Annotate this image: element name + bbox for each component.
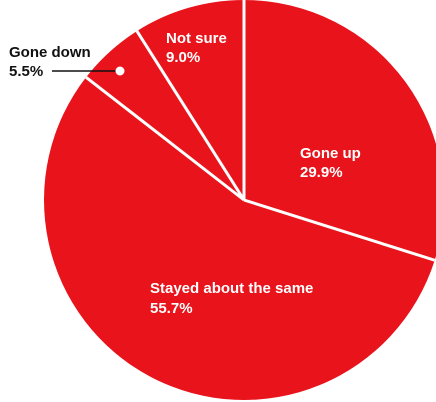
slice-value-gone-down: 5.5%	[9, 63, 43, 80]
slice-label-not-sure: Not sure	[166, 30, 227, 47]
pie-separator-3	[135, 30, 246, 201]
slice-label-gone-down: Gone down	[9, 44, 91, 61]
pie-separator-2	[85, 76, 245, 202]
gone-down-callout-dot	[115, 66, 125, 76]
pie-slice-stayed-about-the-same	[44, 77, 435, 400]
pie-slice-gone-up	[244, 0, 436, 261]
pie-separator-1	[243, 198, 436, 262]
slice-label-gone-up: Gone up	[300, 145, 361, 162]
slice-value-gone-up: 29.9%	[300, 164, 343, 181]
pie-slice-gone-down	[86, 31, 244, 200]
slice-value-stayed-same: 55.7%	[150, 300, 193, 317]
slice-value-not-sure: 9.0%	[166, 49, 200, 66]
slice-label-stayed-same: Stayed about the same	[150, 280, 313, 297]
pie-slice-not-sure	[136, 0, 244, 200]
